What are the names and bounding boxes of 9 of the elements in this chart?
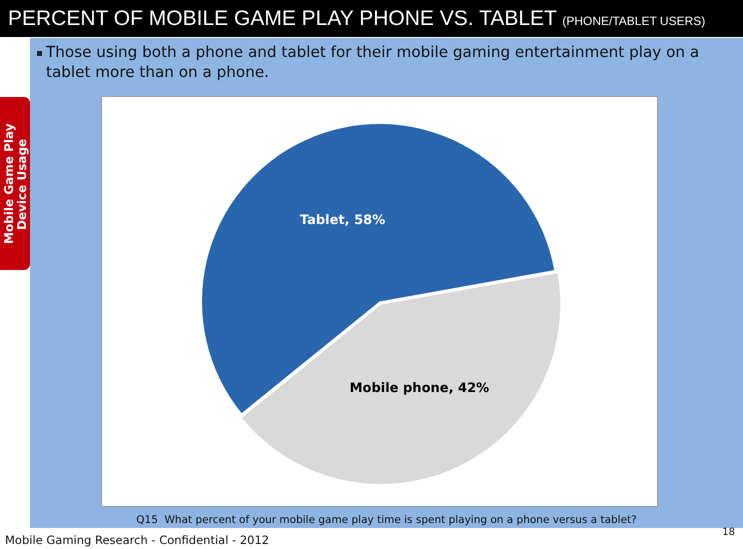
text: Mobile Game Play Device Usage <box>2 122 28 246</box>
text: (PHONE/TABLET USERS) <box>562 14 706 28</box>
text: Q15 What percent of your mobile game play time is spent playing on a phone versus a tablet? <box>135 514 638 526</box>
text: 18 <box>722 527 735 538</box>
text: Mobile Gaming Research - Confidential - 2012 <box>5 533 270 547</box>
chart-title: PERCENT OF MOBILE GAME PLAY PHONE VS. TABLET <box>8 7 556 30</box>
slice-label: Tablet, 58% <box>300 213 386 228</box>
text: Those using both a phone and tablet for their mobile gaming entertainment play on a tablet more than on a phone. <box>46 42 700 82</box>
slice-label: Mobile phone, 42% <box>350 380 490 396</box>
